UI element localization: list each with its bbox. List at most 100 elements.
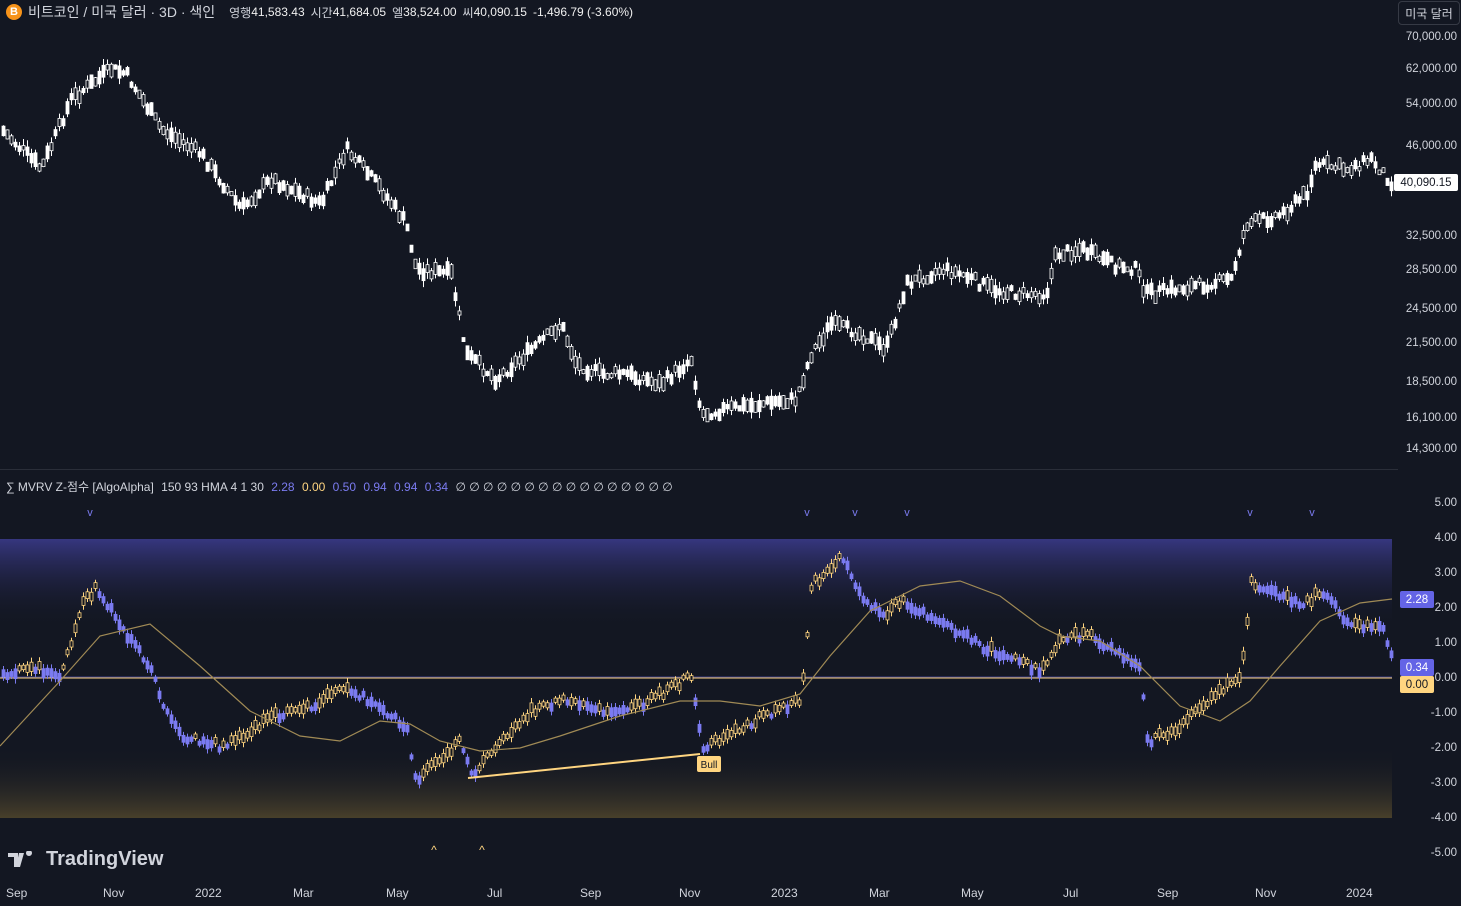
zscore-candle <box>1285 590 1290 601</box>
price-candle <box>501 368 506 376</box>
zscore-candle <box>1377 620 1382 632</box>
price-candle <box>461 337 466 342</box>
zscore-candle <box>913 606 918 616</box>
zscore-candle <box>1161 732 1166 738</box>
price-candle <box>1045 287 1050 299</box>
zscore-candle <box>397 719 402 729</box>
time-axis-label: 2023 <box>771 886 798 900</box>
zscore-candle <box>93 582 98 589</box>
tradingview-logo[interactable]: TradingView <box>8 848 163 871</box>
price-candle <box>1113 264 1118 275</box>
price-candle <box>673 364 678 373</box>
zscore-candle <box>581 700 586 708</box>
zscore-candle <box>177 726 182 737</box>
price-candle <box>1077 242 1082 258</box>
price-candle <box>9 135 14 145</box>
zscore-candle <box>1029 664 1034 676</box>
zscore-candle <box>677 682 682 692</box>
price-candle <box>313 197 318 204</box>
zscore-candle <box>545 702 550 709</box>
price-chart[interactable] <box>0 24 1395 490</box>
price-candle <box>257 189 262 199</box>
indicator-chart[interactable]: Bull v v v v v v ^ ^ <box>0 496 1395 876</box>
price-candle <box>1353 159 1358 170</box>
indicator-axis-label: 3.00 <box>1434 567 1457 579</box>
price-candle <box>1389 181 1394 192</box>
zscore-candle <box>413 773 418 780</box>
zscore-candle <box>1149 739 1154 748</box>
price-candle <box>161 126 166 136</box>
zscore-candle <box>877 607 882 618</box>
zscore-candle <box>1073 627 1078 638</box>
zscore-candle <box>505 733 510 739</box>
symbol-title[interactable]: 비트코인 / 미국 달러 · 3D · 색인 <box>28 4 216 20</box>
price-candle <box>945 262 950 272</box>
zscore-candle <box>173 720 178 729</box>
price-candle <box>65 101 70 115</box>
zscore-candle <box>1349 622 1354 628</box>
open-value: 41,583.43 <box>251 5 305 19</box>
zscore-candle <box>929 612 934 621</box>
zscore-candle <box>509 727 514 738</box>
price-candle <box>805 362 810 370</box>
zscore-candle <box>461 748 466 754</box>
zscore-candle <box>1 669 6 678</box>
symbol-legend[interactable]: B 비트코인 / 미국 달러 · 3D · 색인 영행 41,583.43 시간 4… <box>6 3 633 21</box>
zscore-candle <box>753 718 758 729</box>
indicator-value-2: 0.00 <box>301 480 326 494</box>
tradingview-logo-icon <box>8 850 32 867</box>
price-candle <box>481 368 486 377</box>
price-candle <box>841 320 846 328</box>
zscore-candle <box>501 733 506 742</box>
price-candle <box>1201 281 1206 295</box>
price-candle <box>349 151 354 161</box>
price-candle <box>401 211 406 221</box>
zscore-candle <box>781 702 786 708</box>
zscore-candle <box>833 559 838 569</box>
zscore-candle <box>681 674 686 680</box>
price-candle <box>1205 284 1210 293</box>
zscore-candle <box>1021 656 1026 665</box>
zscore-candle <box>1361 624 1366 634</box>
price-candle <box>681 364 686 375</box>
zscore-candle <box>1001 650 1006 661</box>
zscore-candle <box>45 667 50 676</box>
price-candle <box>869 331 874 344</box>
currency-button[interactable]: 미국 달러 <box>1398 1 1460 25</box>
price-candle <box>1013 293 1018 300</box>
price-candle <box>853 332 858 342</box>
zscore-candle <box>909 602 914 614</box>
price-candle <box>1 125 6 137</box>
zscore-candle <box>493 744 498 754</box>
pane-separator[interactable] <box>0 469 1398 470</box>
price-candle <box>357 155 362 163</box>
price-candle <box>913 274 918 282</box>
zscore-candle <box>1025 658 1030 665</box>
zscore-candle <box>481 755 486 765</box>
zscore-candle <box>785 704 790 715</box>
zscore-candle <box>197 740 202 746</box>
price-candle <box>1105 251 1110 266</box>
price-candle <box>125 67 130 76</box>
price-candle <box>421 268 426 282</box>
zscore-candle <box>305 700 310 709</box>
brand-name: TradingView <box>46 848 164 870</box>
price-candle <box>877 336 882 351</box>
zscore-candle <box>1145 734 1150 743</box>
zscore-candle <box>1329 596 1334 605</box>
price-candle <box>1209 284 1214 290</box>
price-candle <box>665 370 670 379</box>
price-candle <box>589 369 594 377</box>
zscore-candle <box>553 697 558 703</box>
bull-label-box <box>697 756 721 772</box>
indicator-legend[interactable]: ∑ MVRV Z-점수 [AlgoAlpha] 150 93 HMA 4 1 3… <box>6 478 677 495</box>
price-candle <box>1037 293 1042 305</box>
price-candle <box>569 346 574 360</box>
zscore-candle <box>349 688 354 696</box>
zscore-candle <box>1289 596 1294 608</box>
zscore-candle <box>921 606 926 615</box>
time-axis-label: Jul <box>1063 886 1079 900</box>
bitcoin-logo-icon: B <box>6 4 22 20</box>
price-candle <box>1197 277 1202 283</box>
price-candle <box>1085 247 1090 261</box>
